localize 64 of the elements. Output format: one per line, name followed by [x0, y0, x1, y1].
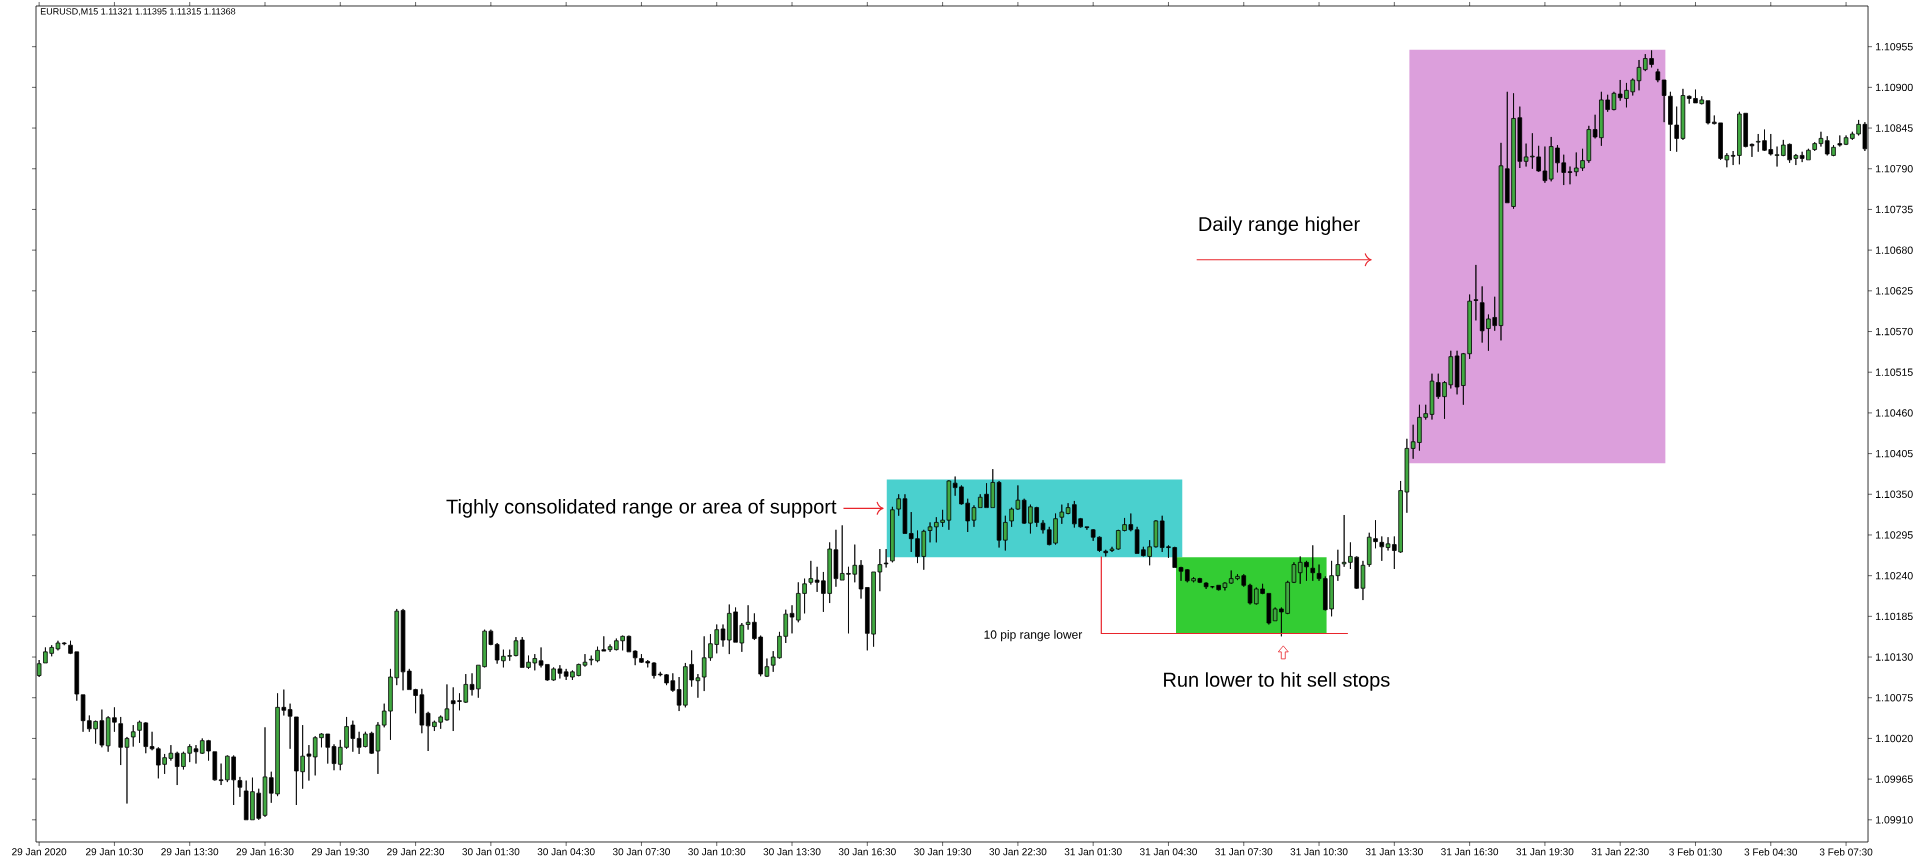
y-tick-label: 1.10020 — [1876, 734, 1913, 743]
y-tick-label: 1.10515 — [1876, 368, 1913, 376]
y-tick-label: 1.09965 — [1876, 775, 1913, 783]
x-tick-label: 3 Feb 01:30 — [1669, 848, 1722, 856]
x-tick-label: 30 Jan 01:30 — [462, 848, 520, 856]
candlestick — [1203, 581, 1209, 590]
candlestick — [1655, 68, 1661, 83]
annotation: Tighly consolidated range or area of support — [446, 499, 837, 518]
y-tick-label: 1.10350 — [1876, 490, 1913, 498]
x-tick-label: 31 Jan 01:30 — [1064, 848, 1122, 856]
y-tick-label: 1.10405 — [1876, 449, 1913, 458]
x-tick-label: 31 Jan 10:30 — [1290, 848, 1348, 856]
candlestick — [1310, 544, 1316, 582]
candlestick — [130, 724, 136, 747]
x-tick-label: 30 Jan 13:30 — [763, 848, 821, 856]
y-tick-label: 1.10680 — [1876, 246, 1913, 254]
candlestick — [1837, 135, 1843, 147]
candlestick — [1661, 79, 1667, 123]
x-tick-label: 29 Jan 2020 — [12, 848, 67, 856]
x-tick-label: 30 Jan 22:30 — [989, 848, 1047, 856]
annotation: EURUSD,M15 1.11321 1.11395 1.11315 1.11368 — [40, 8, 236, 16]
y-tick-label: 1.10735 — [1876, 205, 1913, 214]
y-tick-label: 1.10075 — [1876, 694, 1913, 702]
x-tick-label: 31 Jan 04:30 — [1139, 848, 1197, 856]
candlestick — [1059, 504, 1065, 525]
x-tick-label: 3 Feb 04:30 — [1744, 848, 1798, 856]
y-tick-label: 1.10130 — [1876, 653, 1913, 661]
x-tick-label: 30 Jan 10:30 — [688, 848, 746, 856]
x-tick-label: 29 Jan 22:30 — [387, 848, 445, 856]
annotation: Daily range higher — [1199, 216, 1360, 236]
x-tick-label: 31 Jan 13:30 — [1365, 848, 1423, 856]
y-tick-label: 1.10460 — [1876, 409, 1913, 417]
x-tick-label: 30 Jan 19:30 — [914, 848, 972, 856]
x-tick-label: 30 Jan 07:30 — [612, 848, 670, 856]
y-tick-label: 1.10625 — [1876, 287, 1913, 295]
y-tick-label: 1.10790 — [1876, 165, 1913, 173]
x-tick-label: 3 Feb 07:30 — [1819, 848, 1873, 856]
x-tick-label: 30 Jan 16:30 — [838, 848, 896, 856]
y-tick-label: 1.10185 — [1876, 612, 1913, 621]
x-tick-label: 29 Jan 10:30 — [86, 848, 143, 856]
x-tick-label: 31 Jan 22:30 — [1591, 848, 1649, 856]
x-tick-label: 30 Jan 04:30 — [537, 848, 595, 856]
x-tick-label: 29 Jan 13:30 — [161, 848, 219, 856]
candlestick — [883, 548, 889, 568]
candlestick — [1103, 549, 1109, 557]
x-tick-label: 31 Jan 16:30 — [1441, 848, 1499, 856]
annotation: Run lower to hit sell stops — [1164, 672, 1390, 691]
y-tick-label: 1.10845 — [1876, 124, 1913, 132]
y-tick-label: 1.10295 — [1876, 531, 1913, 539]
candlestick — [808, 560, 814, 585]
candlestick — [1473, 264, 1479, 321]
x-tick-label: 31 Jan 19:30 — [1516, 848, 1574, 856]
candlestick — [61, 641, 67, 646]
y-tick-label: 1.10570 — [1876, 327, 1913, 336]
y-tick-label: 1.10955 — [1876, 42, 1913, 51]
y-tick-label: 1.10900 — [1876, 83, 1913, 92]
x-tick-label: 29 Jan 16:30 — [236, 848, 294, 856]
x-tick-label: 29 Jan 19:30 — [311, 848, 369, 856]
y-tick-label: 1.09910 — [1876, 816, 1913, 824]
y-tick-label: 1.10240 — [1876, 571, 1913, 580]
candlestick — [632, 649, 638, 666]
candlestick — [1379, 536, 1385, 562]
annotation: 10 pip range lower — [984, 630, 1083, 642]
x-tick-label: 31 Jan 07:30 — [1215, 848, 1273, 856]
